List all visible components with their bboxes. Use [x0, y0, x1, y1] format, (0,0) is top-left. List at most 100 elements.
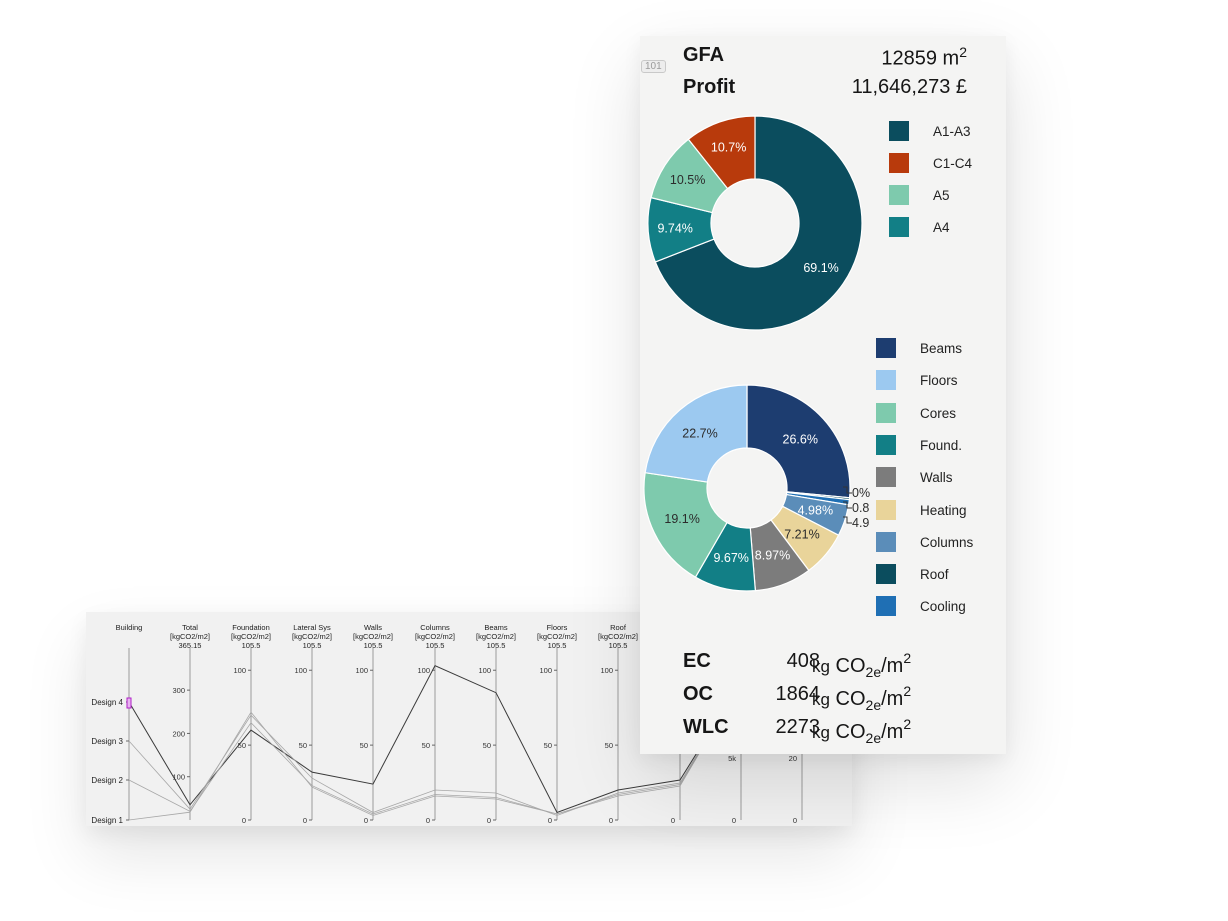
carbon-value: 2273: [775, 716, 821, 738]
axis-title: Total: [182, 623, 198, 632]
legend-swatch: [889, 185, 909, 205]
legend-label: A5: [933, 188, 950, 203]
slice-label-heating: 7.21%: [784, 527, 819, 541]
carbon-label: EC: [683, 650, 711, 672]
legend-swatch: [876, 434, 896, 455]
building-category-label: Design 3: [91, 737, 123, 746]
axis-tick-label: 300: [172, 686, 185, 695]
slice-label-walls: 8.97%: [755, 548, 790, 562]
legend-label: Walls: [920, 470, 953, 486]
axis-unit: [kgCO2/m2]: [231, 632, 271, 641]
slice-c1-c4: [687, 115, 756, 190]
axis-title: Building: [116, 623, 143, 632]
carbon-metric-ec: EC 408 kg CO2e/m2: [683, 648, 983, 682]
axis-tick-label: 50: [299, 741, 307, 750]
axis-tick-label: 0: [793, 816, 797, 825]
callout-label-roof: 0%: [852, 486, 870, 500]
slice-label-beams: 26.6%: [783, 433, 818, 447]
axis-header-roof: Roof[kgCO2/m2]105.5: [598, 623, 638, 650]
axis-header-total: Total[kgCO2/m2]365.15: [170, 623, 210, 650]
slice-label-found: 9.67%: [713, 551, 748, 565]
axis-max-value: 105.5: [426, 641, 445, 650]
carbon-value: 408: [786, 650, 820, 672]
axis-header-lateral-sys: Lateral Sys[kgCO2/m2]105.5: [292, 623, 332, 650]
slice-label-a1-a3: 69.1%: [803, 261, 838, 275]
carbon-unit: kg CO2e/m2: [812, 683, 912, 713]
axis-max-value: 105.5: [303, 641, 322, 650]
axis-header-building: Building: [116, 623, 143, 632]
legend-swatch: [889, 153, 909, 173]
axis-max-value: 105.5: [609, 641, 628, 650]
axis-unit: [kgCO2/m2]: [537, 632, 577, 641]
profit-label: Profit: [683, 76, 736, 98]
legend-label: A1-A3: [933, 124, 971, 139]
series-line-design-2: [128, 681, 742, 815]
axis-header-columns: Columns[kgCO2/m2]105.5: [415, 623, 455, 650]
callout-line: [843, 486, 852, 494]
legend-label: Found.: [920, 437, 963, 453]
legend-label: Heating: [920, 502, 967, 518]
legend-label: C1-C4: [933, 156, 973, 171]
slice-floors: [644, 384, 748, 483]
axis-tick-label: 100: [233, 666, 246, 675]
legend-label: Beams: [920, 341, 963, 356]
legend-label: Roof: [920, 567, 949, 583]
gfa-value: 12859 m2: [881, 44, 967, 70]
axis-tick-label: 0: [487, 816, 491, 825]
legend-label: A4: [933, 220, 950, 235]
legend-swatch: [889, 121, 909, 141]
carbon-unit: kg CO2e/m2: [812, 650, 912, 680]
axis-title: Floors: [547, 623, 568, 632]
brush-selection-marker: [126, 697, 132, 709]
slice-label-a5: 10.5%: [670, 173, 705, 187]
callout-line: [843, 501, 852, 509]
axis-title: Lateral Sys: [293, 623, 331, 632]
carbon-metric-wlc: WLC 2273 kg CO2e/m2: [683, 714, 983, 748]
series-line-design-1: [128, 681, 742, 821]
carbon-label: WLC: [683, 716, 729, 738]
axis-tick-label: 0: [242, 816, 246, 825]
axis-tick-label: 50: [238, 741, 246, 750]
axis-tick-label: 50: [422, 741, 430, 750]
element-donut-chart: 26.6% 4.98% 7.21% 8.97% 9.67% 19.1% 22.7% 0%0.8…: [643, 384, 870, 592]
profit-metric: Profit 11,646,273 £: [683, 76, 967, 106]
slice-label-floors: 22.7%: [682, 426, 717, 440]
axis-max-value: 105.5: [364, 641, 383, 650]
axis-max-value: 105.5: [487, 641, 506, 650]
axis-title: Beams: [484, 623, 508, 632]
axis-tick-label: 100: [355, 666, 368, 675]
carbon-unit: kg CO2e/m2: [812, 716, 912, 746]
carbon-value: 1864: [775, 683, 821, 705]
axis-tick-label: 0: [732, 816, 736, 825]
gfa-metric: GFA 12859 m2: [683, 44, 967, 74]
carbon-label: OC: [683, 683, 713, 705]
axis-tick-label: 200: [172, 729, 185, 738]
legend-swatch: [876, 531, 896, 552]
legend-swatch: [876, 499, 896, 520]
axis-tick-label: 100: [600, 666, 613, 675]
axis-unit: [kgCO2/m2]: [598, 632, 638, 641]
axis-header-floors: Floors[kgCO2/m2]105.5: [537, 623, 577, 650]
legend-swatch: [876, 467, 896, 488]
axis-unit: [kgCO2/m2]: [415, 632, 455, 641]
legend-swatch: [889, 217, 909, 237]
building-category-label: Design 1: [91, 816, 123, 825]
callout-label-cooling: 0.81: [852, 501, 870, 515]
axis-tick-label: 100: [172, 773, 185, 782]
axis-header-beams: Beams[kgCO2/m2]105.5: [476, 623, 516, 650]
slice-beams: [746, 384, 851, 499]
axis-tick-label: 50: [360, 741, 368, 750]
legend-swatch: [876, 402, 896, 423]
axis-unit: [kgCO2/m2]: [476, 632, 516, 641]
slice-label-columns: 4.98%: [798, 504, 833, 518]
axis-tick-label: 100: [539, 666, 552, 675]
axis-tick-label: 0: [426, 816, 430, 825]
axis-tick-label: 50: [605, 741, 613, 750]
legend-swatch: [876, 370, 896, 391]
legend-label: Cooling: [920, 599, 966, 615]
carbon-metric-oc: OC 1864 kg CO2e/m2: [683, 681, 983, 715]
legend-label: Floors: [920, 373, 958, 389]
axis-tick-label: 0: [671, 816, 675, 825]
axis-tick-label: 50: [483, 741, 491, 750]
axis-max-value: 365.15: [179, 641, 202, 650]
